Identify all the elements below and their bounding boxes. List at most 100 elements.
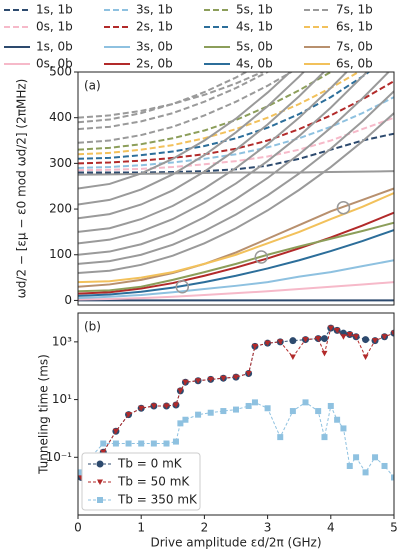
y-tick-label: 10⁻¹: [46, 450, 73, 464]
series-line: [78, 192, 394, 284]
point: [340, 425, 347, 432]
series-line: [78, 72, 270, 131]
point: [245, 371, 252, 377]
x-tick-label: 2: [201, 521, 209, 535]
point: [372, 338, 379, 344]
legend-label: 6s, 0b: [336, 57, 373, 71]
y-tick-label: 500: [49, 65, 72, 79]
point: [289, 337, 297, 345]
legend-label: Tb = 0 mK: [117, 457, 183, 471]
series-line: [78, 116, 394, 172]
series-line: [78, 72, 390, 256]
y-axis-label: ωd/2 − [εμ − ε0 mod ωd/2] (2πMHz): [15, 79, 29, 299]
point: [251, 343, 258, 350]
point: [172, 438, 179, 445]
point: [220, 375, 227, 382]
y-tick-label: 10¹: [52, 392, 72, 406]
series-line: [78, 112, 394, 275]
x-tick-label: 5: [390, 521, 398, 535]
series-line: [78, 90, 394, 265]
point: [138, 440, 145, 447]
series-line: [78, 221, 394, 293]
point: [195, 411, 202, 418]
legend-label: 5s, 1b: [236, 3, 273, 17]
point: [277, 434, 284, 441]
marker-circle: [254, 250, 269, 264]
point: [150, 440, 157, 447]
point: [381, 334, 388, 340]
series-line: [78, 72, 294, 144]
point: [327, 325, 334, 332]
point: [264, 405, 271, 412]
point: [321, 350, 328, 357]
y-tick-label: 200: [49, 202, 72, 216]
series-line: [78, 72, 265, 119]
legend-marker: [97, 479, 103, 485]
point: [334, 416, 341, 423]
legend-label: Tb = 50 mK: [117, 475, 190, 489]
point: [245, 402, 252, 409]
legend-label: 6s, 1b: [336, 20, 373, 34]
series-line: [78, 229, 394, 297]
point: [264, 340, 271, 347]
y-tick-label: 100: [49, 247, 72, 261]
series-line: [78, 96, 394, 169]
y-tick-label: 300: [49, 156, 72, 170]
axes-frame: [77, 312, 395, 516]
point: [125, 440, 132, 447]
point: [138, 405, 145, 412]
point: [233, 374, 239, 381]
series-line: [78, 72, 249, 124]
legend-label: 7s, 1b: [336, 3, 373, 17]
point: [112, 440, 119, 447]
point: [277, 339, 284, 345]
point: [182, 379, 189, 386]
series-line: [78, 72, 349, 233]
point: [353, 334, 360, 340]
y-axis-label: Tunneling time (ms): [37, 354, 51, 475]
point: [100, 440, 107, 447]
point: [195, 378, 202, 384]
point: [362, 354, 369, 360]
series-line: [78, 170, 394, 176]
point: [289, 408, 296, 415]
series-line: [78, 211, 394, 295]
point: [320, 335, 328, 343]
point: [315, 336, 322, 342]
point: [321, 434, 328, 441]
point: [100, 449, 107, 456]
legend-label: 3s, 0b: [136, 40, 173, 54]
series-line: [78, 72, 292, 190]
point: [302, 399, 309, 406]
point: [346, 331, 353, 338]
legend-label: 0s, 1b: [36, 20, 73, 34]
legend-label: 2s, 0b: [136, 57, 173, 71]
point: [362, 336, 370, 344]
point: [327, 402, 334, 409]
panel-label: (a): [84, 79, 101, 93]
series-line: [78, 187, 394, 288]
point: [289, 354, 296, 360]
point: [112, 428, 119, 435]
axes-frame: [77, 71, 395, 306]
point: [372, 454, 379, 461]
point: [78, 469, 85, 476]
legend-label: 4s, 0b: [236, 57, 273, 71]
legend-marker: [96, 460, 104, 468]
y-tick-label: 0: [64, 293, 72, 307]
point: [353, 454, 360, 461]
legend-label: 3s, 1b: [136, 3, 173, 17]
point: [207, 376, 214, 383]
point: [251, 399, 258, 406]
point: [362, 469, 369, 476]
point: [163, 403, 170, 409]
series-line: [78, 259, 394, 300]
point: [346, 462, 353, 469]
legend-box: [81, 452, 201, 511]
point: [381, 462, 388, 469]
point: [207, 409, 214, 416]
point: [150, 403, 157, 409]
point: [125, 412, 132, 418]
x-tick-label: 3: [264, 521, 272, 535]
